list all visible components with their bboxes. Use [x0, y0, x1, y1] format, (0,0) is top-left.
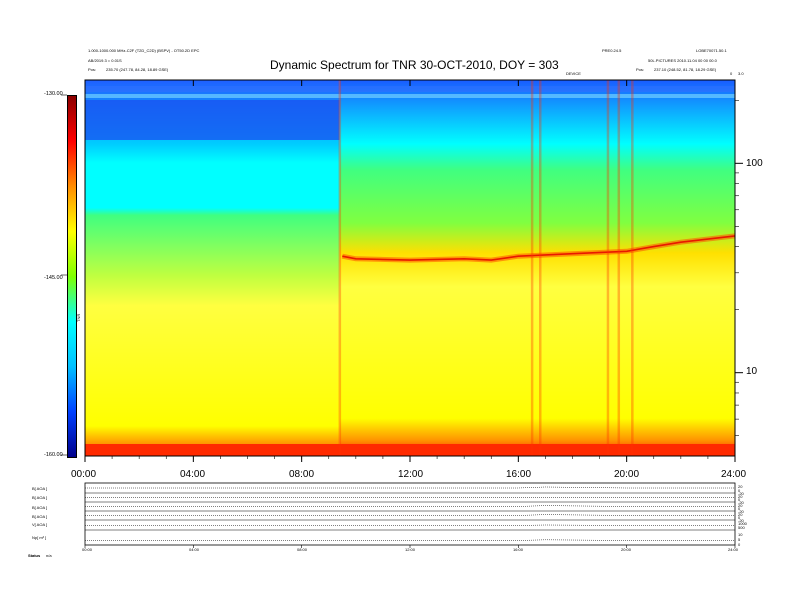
bottom-right-scale-label: 20 [738, 494, 743, 499]
x-tick-1600: 16:00 [506, 469, 532, 480]
colorbar-tick-mid: -145.00 [44, 275, 63, 281]
bottom-right-scale-label: -20 [738, 509, 744, 514]
bottom-right-scale-label: 0 [738, 542, 741, 547]
bottom-x-tick-1200: 12:00 [405, 547, 416, 552]
panel-label-2: B[ AOA ] [32, 495, 48, 500]
colorbar [67, 95, 77, 458]
colorbar-tick-top: -130.00 [44, 91, 63, 97]
header-pos-right: 237.10 (248.52, 81.78, 18.29 GSE) [654, 67, 717, 72]
header-corner-mark: 0 [730, 71, 733, 76]
x-tick-0400: 04:00 [180, 469, 206, 480]
bottom-right-scale-label: 0 [738, 515, 741, 520]
status-label: Status [28, 553, 41, 558]
panel-label-3: B[ AOA ] [32, 505, 48, 510]
bottom-series-0 [85, 486, 735, 489]
header-corner-top: 3.0 [738, 71, 744, 76]
y-tick-10: 10 [746, 366, 758, 377]
bottom-x-tick-2000: 20:00 [621, 547, 632, 552]
bottom-x-tick-1600: 16:00 [513, 547, 524, 552]
top-band-stripe-light [85, 94, 735, 98]
x-tick-0800: 08:00 [289, 469, 315, 480]
panel-label-4: B[ AOA ] [32, 514, 48, 519]
bottom-right-scale-label: 20 [738, 503, 743, 508]
bottom-right-scale-label: 0 [738, 506, 741, 511]
bottom-right-scale-label: 1000 [738, 521, 747, 526]
burst-0 [338, 80, 342, 456]
panel-label-1: B[ AOA ] [32, 486, 48, 491]
bottom-panel-frame [84, 482, 736, 546]
bottom-right-scale-label: 0 [738, 488, 741, 493]
header-right-top-right: LOBE70071.50.1 [696, 48, 727, 53]
bottom-series-5 [85, 539, 735, 541]
header-device: DEVICE [566, 71, 581, 76]
spectrum-region-before [85, 80, 340, 456]
header-right-top-left: PRE0.24.5 [602, 48, 622, 53]
header-pos-prefix-left: Pos: [88, 67, 97, 72]
bottom-right-scale-label: 10 [738, 532, 743, 537]
burst-3 [606, 80, 610, 456]
x-tick-1200: 12:00 [398, 469, 424, 480]
bottom-right-scale-label: -20 [738, 518, 744, 523]
bottom-right-scale-label: 0 [738, 497, 741, 502]
bottom-right-scale-label: 20 [738, 512, 743, 517]
x-tick-2000: 20:00 [614, 469, 640, 480]
header-pos-prefix-right: Pos: [636, 67, 645, 72]
panel-label-6: Np[ m³ ] [32, 535, 47, 540]
panel-label-5: V[ AOA ] [32, 522, 48, 527]
colorbar-tick-bottom: -160.00 [44, 452, 63, 458]
bottom-right-scale-label: 500 [738, 525, 745, 530]
bottom-right-scale-label: 5 [738, 537, 741, 542]
header-info-line1: 1.000-1000.000 MHz-C2F (T2D_C2D) (BSPV) … [88, 48, 200, 53]
bottom-series-3 [85, 514, 735, 516]
cutoff-line [342, 235, 736, 261]
bottom-x-tick-0400: 04:00 [189, 547, 200, 552]
bottom-right-scale-label: -20 [738, 491, 744, 496]
x-tick-2400: 24:00 [721, 469, 747, 480]
status-value: n/a [46, 553, 52, 558]
bottom-right-scale-label: 20 [738, 484, 743, 489]
spectrum-region-after [339, 80, 735, 456]
y-tick-100: 100 [746, 158, 763, 169]
burst-4 [617, 80, 621, 456]
header-pos-left: 235.70 (247.78, 84.28, 18.89 GSE) [106, 67, 169, 72]
x-tick-0000: 00:00 [71, 469, 97, 480]
burst-5 [631, 80, 634, 456]
header-info-line2: AB/2019.3 = 0.01S [88, 58, 122, 63]
bottom-x-tick-0000: 00:00 [82, 547, 93, 552]
low-freq-red-band [85, 444, 735, 456]
burst-2 [539, 80, 542, 456]
bottom-series-2 [85, 505, 735, 507]
chart-title: Dynamic Spectrum for TNR 30-OCT-2010, DO… [270, 58, 559, 72]
bottom-x-tick-0800: 08:00 [297, 547, 308, 552]
top-band-stripe [85, 86, 735, 92]
bottom-x-tick-2400: 24:00 [728, 547, 739, 552]
header-right-line2: 50L.PICTURES 2010.11.04 00 00 00.0 [648, 58, 717, 63]
burst-1 [530, 80, 534, 456]
bottom-right-scale-label: -20 [738, 500, 744, 505]
bottom-series-4 [85, 524, 735, 526]
upper-dark-band [85, 100, 340, 140]
